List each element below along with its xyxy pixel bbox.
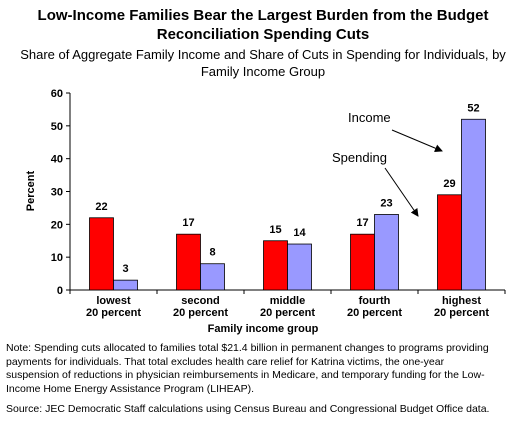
x-tick-label: lowest 20 percent [85, 295, 142, 319]
bar [113, 279, 138, 291]
arrow [384, 167, 419, 217]
source: Source: JEC Democratic Staff calculation… [6, 403, 490, 415]
value-label: 17 [356, 217, 368, 229]
value-label: 17 [182, 217, 194, 229]
value-label: 52 [467, 102, 479, 114]
value-label: 15 [269, 224, 281, 236]
bar [176, 233, 201, 291]
y-axis-label: Percent [25, 170, 37, 211]
value-label: 22 [95, 201, 107, 213]
y-tick-label: 40 [51, 154, 63, 166]
y-tick-label: 60 [51, 88, 63, 100]
value-label: 8 [209, 247, 215, 259]
value-label: 3 [122, 263, 128, 275]
bar [374, 214, 399, 291]
x-tick-label: fourth 20 percent [346, 295, 403, 319]
value-label: 14 [293, 227, 306, 239]
x-tick-label: middle 20 percent [259, 295, 316, 319]
bar [287, 243, 312, 291]
annotation: Income [348, 110, 391, 125]
value-label: 29 [443, 178, 455, 190]
x-tick-label: highest 20 percent [433, 295, 490, 319]
x-axis-label: Family income group [207, 323, 319, 335]
x-tick-label: second 20 percent [172, 295, 229, 319]
annotation: Spending [332, 150, 387, 165]
y-tick-label: 30 [51, 187, 63, 199]
bar [263, 240, 288, 291]
value-label: 23 [380, 197, 392, 209]
bar [461, 118, 486, 291]
bar [437, 194, 462, 291]
bar [200, 263, 225, 291]
arrow [391, 129, 443, 152]
y-tick-label: 50 [51, 121, 63, 133]
y-tick-label: 10 [51, 252, 63, 264]
note: Note: Spending cuts allocated to familie… [6, 342, 489, 395]
y-tick-label: 0 [57, 285, 63, 297]
chart-subtitle: Share of Aggregate Family Income and Sha… [20, 47, 506, 79]
y-tick-label: 20 [51, 219, 63, 231]
bar [89, 217, 114, 291]
chart-title: Low-Income Families Bear the Largest Bur… [37, 7, 489, 43]
bar [350, 233, 375, 291]
